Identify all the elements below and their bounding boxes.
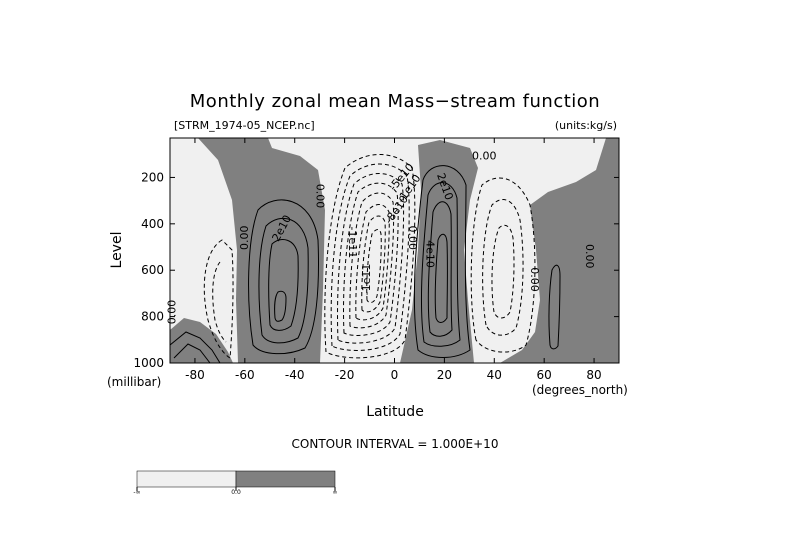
x-units-label: (degrees_north) [532,383,628,397]
y-axis-title: Level [109,232,125,269]
y-axis: 200 400 600 800 1000 [133,170,619,370]
contour-sw-2 [173,343,211,364]
contour-positive-small-north [548,264,561,350]
contour-neg-tropical-2 [330,163,410,351]
colorbar-segment-negative [136,470,237,488]
contour-neg-north-1 [470,177,536,353]
contour-label-9: 0.00 [406,225,419,250]
contour-4e10-south [268,239,299,331]
x-axis-title: Latitude [366,404,424,420]
contour-neg-tropical-3 [337,173,405,344]
x-axis: -80 -60 -40 -20 0 20 40 60 80 [185,138,602,382]
contour-label-1: 0.00 [238,225,251,250]
contour-5e10-north [434,233,448,323]
y-units-label: (millibar) [107,375,161,389]
colorbar-label-max: ∞ [333,489,338,496]
x-tick-label-6: 40 [487,368,502,382]
contour-label-4: -1e11 [346,227,359,259]
contour-neg-tropical-4 [343,182,399,336]
contour-sw-1 [169,331,221,364]
contour-neg-north-3 [491,224,515,319]
contour-2e10-south [248,199,319,355]
colorbar-segment-positive [235,470,336,488]
x-tick-label-8: 80 [586,368,601,382]
contour-neg-south-1 [203,239,234,359]
contour-neg-tropical-7 [361,215,386,313]
contour-label-12: 0.00 [472,150,497,163]
units-subtitle: (units:kg/s) [555,119,617,132]
contour-3e10-south [258,217,309,344]
x-tick-label-4: 0 [391,368,399,382]
x-tick-label-2: -40 [285,368,305,382]
chart-title: Monthly zonal mean Mass−stream function [190,91,600,112]
colorbar-label-zero: 0.0 [231,489,241,496]
x-tick-label-3: -20 [335,368,355,382]
positive-region-south-west [170,318,233,363]
contour-5e10-south [274,290,287,322]
contour-label-5: -1e11 [360,264,373,296]
contour-label-3: 0.00 [165,300,178,325]
contour-3e10-north [420,182,461,347]
plot-area [169,138,619,364]
y-tick-label-3: 800 [141,310,164,324]
contour-label-13: 0.00 [528,267,541,292]
contour-neg-tropical-5 [349,192,395,329]
positive-region-north [500,138,619,363]
x-tick-label-5: 20 [437,368,452,382]
contour-4e10-north [427,201,453,337]
contour-label-11: 4e10 [423,240,436,268]
file-subtitle: [STRM_1974-05_NCEP.nc] [174,119,315,132]
contour-neg-tropical-8 [366,229,382,304]
y-tick-label-4: 1000 [133,356,164,370]
contour-neg-south-2 [212,261,227,343]
colorbar-label-min: -∞ [133,489,140,496]
contour-neg-tropical-1 [324,154,416,359]
contour-2e10-north [413,165,471,358]
x-tick-label-0: -80 [185,368,205,382]
contour-neg-north-2 [482,199,524,336]
x-tick-label-7: 60 [537,368,552,382]
colorbar: -∞ 0.0 ∞ [133,470,338,496]
y-tick-label-1: 400 [141,217,164,231]
positive-region-southern-cell [198,138,325,363]
y-tick-label-2: 600 [141,263,164,277]
contour-label-14: 0.00 [583,244,596,269]
x-tick-label-1: -60 [235,368,255,382]
contour-neg-tropical-6 [355,204,390,321]
y-tick-label-0: 200 [141,170,164,184]
contour-interval-note: CONTOUR INTERVAL = 1.000E+10 [292,437,499,451]
contour-label-2: 0.00 [314,184,327,209]
